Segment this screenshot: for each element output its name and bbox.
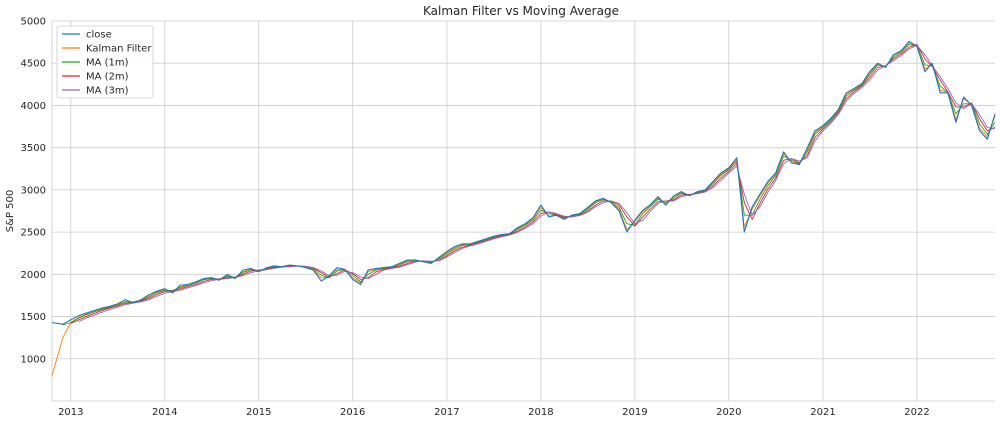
- legend-label: Kalman Filter: [86, 44, 152, 55]
- series-line-3: [70, 44, 996, 324]
- x-tick-label: 2017: [434, 407, 459, 418]
- legend-box: [56, 25, 154, 99]
- y-axis-title: S&P 500: [5, 190, 16, 232]
- grid: [52, 20, 995, 401]
- chart-title: Kalman Filter vs Moving Average: [423, 4, 619, 18]
- y-tick-label: 5000: [21, 17, 46, 28]
- tick-labels: 1000 1500 2000 2500 3000 3500 4000 4500 5000 2013…: [21, 17, 930, 419]
- x-tick-label: 2018: [528, 407, 553, 418]
- legend: close Kalman Filter MA (1m) MA (2m) MA (3m): [56, 25, 154, 99]
- y-tick-label: 2500: [21, 228, 46, 239]
- y-tick-label: 4500: [21, 59, 46, 70]
- y-tick-label: 3500: [21, 143, 46, 154]
- y-tick-label: 4000: [21, 101, 46, 112]
- series-line-0: [51, 40, 996, 325]
- x-tick-label: 2022: [904, 407, 929, 418]
- y-tick-label: 3000: [21, 185, 46, 196]
- x-tick-label: 2020: [716, 407, 741, 418]
- series-line-4: [78, 45, 996, 323]
- series-lines: [51, 40, 996, 376]
- legend-label: MA (3m): [86, 86, 129, 97]
- x-tick-label: 2015: [246, 407, 271, 418]
- y-tick-label: 1500: [21, 312, 46, 323]
- legend-label: MA (1m): [86, 58, 129, 69]
- x-tick-label: 2013: [58, 407, 83, 418]
- legend-label: close: [86, 30, 112, 41]
- y-tick-label: 2000: [21, 270, 46, 281]
- x-tick-label: 2014: [152, 407, 177, 418]
- y-tick-label: 1000: [21, 354, 46, 365]
- x-tick-label: 2019: [622, 407, 647, 418]
- x-tick-label: 2016: [340, 407, 365, 418]
- axes: [51, 21, 995, 402]
- x-tick-label: 2021: [810, 407, 835, 418]
- legend-label: MA (2m): [86, 72, 129, 83]
